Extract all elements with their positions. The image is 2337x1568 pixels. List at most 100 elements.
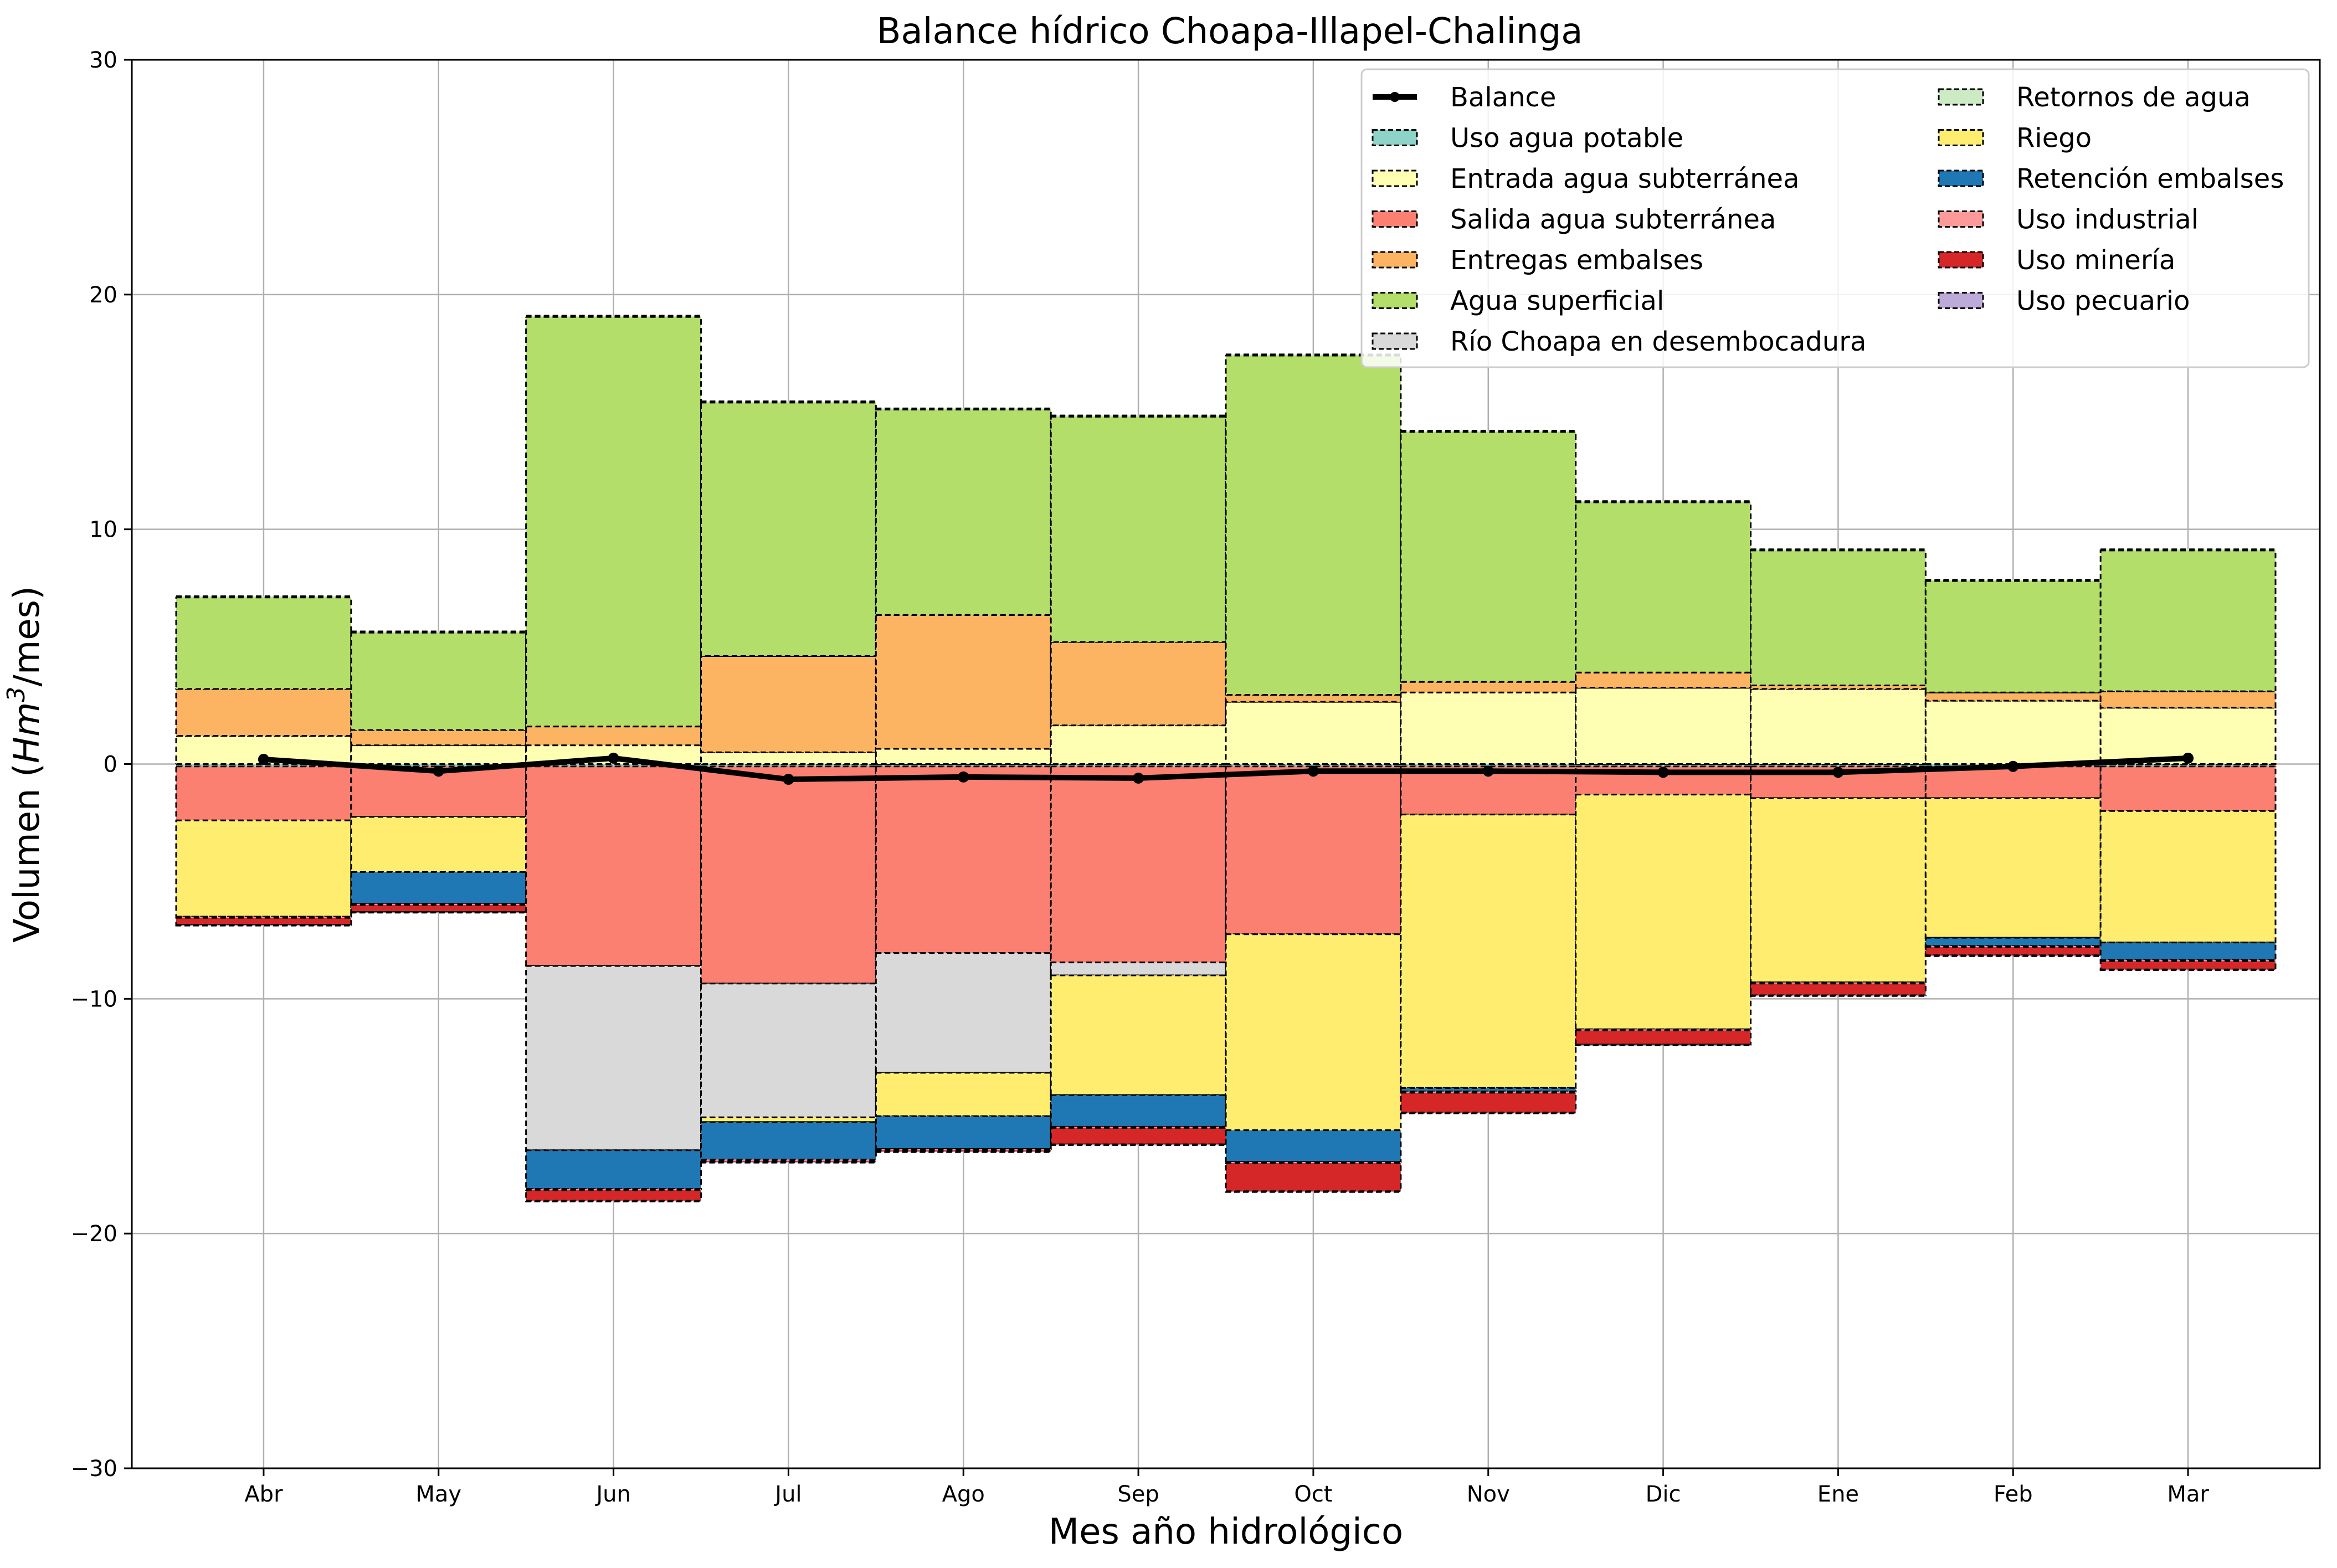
x-tick-label: Dic (1646, 1482, 1681, 1507)
bar-segment (1225, 353, 1402, 357)
bar-segment (875, 1072, 1052, 1117)
bar-segment (350, 904, 527, 913)
bar-segment (350, 911, 527, 914)
y-axis-label-variable: Hm (7, 702, 48, 763)
bar-segment (1575, 500, 1752, 503)
bar-segment (1225, 693, 1402, 703)
balance-point (2007, 760, 2019, 772)
legend-label: Uso minería (2016, 245, 2175, 276)
bar-segment (700, 765, 877, 985)
legend-patch-swatch (1372, 332, 1418, 350)
bar-segment (700, 751, 877, 765)
bar-segment (1924, 691, 2102, 702)
bar-segment (525, 726, 702, 747)
bar-segment (1924, 945, 2102, 948)
balance-point (958, 771, 969, 783)
bar-segment (1750, 685, 1927, 690)
y-tick-label: 20 (89, 282, 117, 308)
bar-segment (875, 407, 1052, 411)
bar-segment (700, 655, 877, 753)
bar-segment (1400, 431, 1577, 683)
bar-segment (2099, 810, 2277, 944)
bar-segment (875, 1115, 1052, 1150)
bar-segment (1400, 1087, 1577, 1093)
bar-segment (700, 983, 877, 1118)
bar-segment (175, 819, 352, 918)
bar-segment (1225, 354, 1402, 696)
bar-segment (700, 1121, 877, 1161)
bar-segment (875, 952, 1052, 1074)
bar-segment (1050, 641, 1227, 727)
bar-segment (1050, 414, 1227, 418)
legend-label: Uso pecuario (2016, 286, 2190, 317)
legend-patch-swatch (1938, 88, 1984, 106)
bar-segment (350, 631, 527, 731)
legend-label: Uso agua potable (1450, 123, 1683, 154)
bar-segment (2099, 765, 2277, 812)
bar-segment (2099, 942, 2277, 961)
y-axis-label-prefix: Volumen ( (7, 763, 48, 943)
bar-segment (175, 597, 352, 690)
bar-segment (175, 688, 352, 737)
bar-segment (175, 595, 352, 599)
bar-segment (350, 763, 527, 768)
legend-patch-swatch (1372, 292, 1418, 309)
balance-point (1657, 767, 1669, 778)
bar-segment (875, 1150, 1052, 1153)
bar-segment (1225, 1129, 1402, 1163)
bar-segment (1575, 1030, 1752, 1046)
bar-segment (1575, 671, 1752, 689)
bar-segment (2099, 959, 2277, 963)
bar-segment (1050, 962, 1227, 976)
legend-patch-swatch (1938, 169, 1984, 187)
legend-frame (1360, 68, 2310, 368)
legend-patch-swatch (1372, 210, 1418, 228)
bar-segment (175, 916, 352, 919)
bar-segment (525, 315, 702, 318)
legend-patch-swatch (1938, 292, 1984, 309)
bar-segment (1924, 937, 2102, 947)
legend-label: Uso industrial (2016, 204, 2199, 235)
legend-label: Río Choapa en desembocadura (1450, 326, 1866, 357)
bar-segment (1575, 763, 1752, 768)
bar-segment (2099, 690, 2277, 709)
x-axis-label: Mes año hidrológico (1049, 1512, 1403, 1552)
x-tick-label: May (415, 1482, 461, 1507)
bar-segment (1750, 983, 1927, 996)
bar-segment (875, 763, 1052, 768)
balance-point (1832, 767, 1844, 778)
bar-segment (1400, 763, 1577, 768)
bar-segment (700, 1116, 877, 1123)
legend-label: Salida agua subterránea (1450, 204, 1776, 235)
x-tick-label: Feb (1994, 1482, 2033, 1507)
balance-point (608, 752, 619, 764)
bar-segment (875, 409, 1052, 616)
axis-ticks: −30 −20 −10 0 10 20 30 Abr May Jun Jul Ago Sep Oct Nov… (71, 48, 2210, 1507)
bar-segment (1225, 765, 1402, 935)
bar-segment (175, 765, 352, 821)
bar-segment (1400, 681, 1577, 693)
x-tick-label: Ago (942, 1482, 985, 1507)
x-tick-label: Abr (244, 1482, 283, 1507)
x-tick-label: Oct (1294, 1482, 1332, 1507)
legend-patch-swatch (1938, 210, 1984, 228)
bar-segment (1575, 794, 1752, 1030)
balance-point (1307, 765, 1319, 777)
bar-segment (1924, 797, 2102, 939)
bar-segment (350, 744, 527, 765)
bar-segment (1575, 1028, 1752, 1032)
bar-segment (1225, 1162, 1402, 1192)
bar-segment (1924, 579, 2102, 582)
bar-segment (875, 1149, 1052, 1153)
bar-segment (525, 965, 702, 1151)
y-tick-label: −30 (71, 1456, 117, 1482)
bar-segment (525, 1149, 702, 1190)
bar-segment (875, 614, 1052, 750)
bar-segment (875, 1148, 1052, 1151)
bar-segment (1924, 700, 2102, 765)
y-tick-label: 10 (89, 517, 117, 543)
x-tick-label: Nov (1467, 1482, 1510, 1507)
bar-segment (1050, 1125, 1227, 1129)
balance-line-layer (258, 752, 2194, 785)
